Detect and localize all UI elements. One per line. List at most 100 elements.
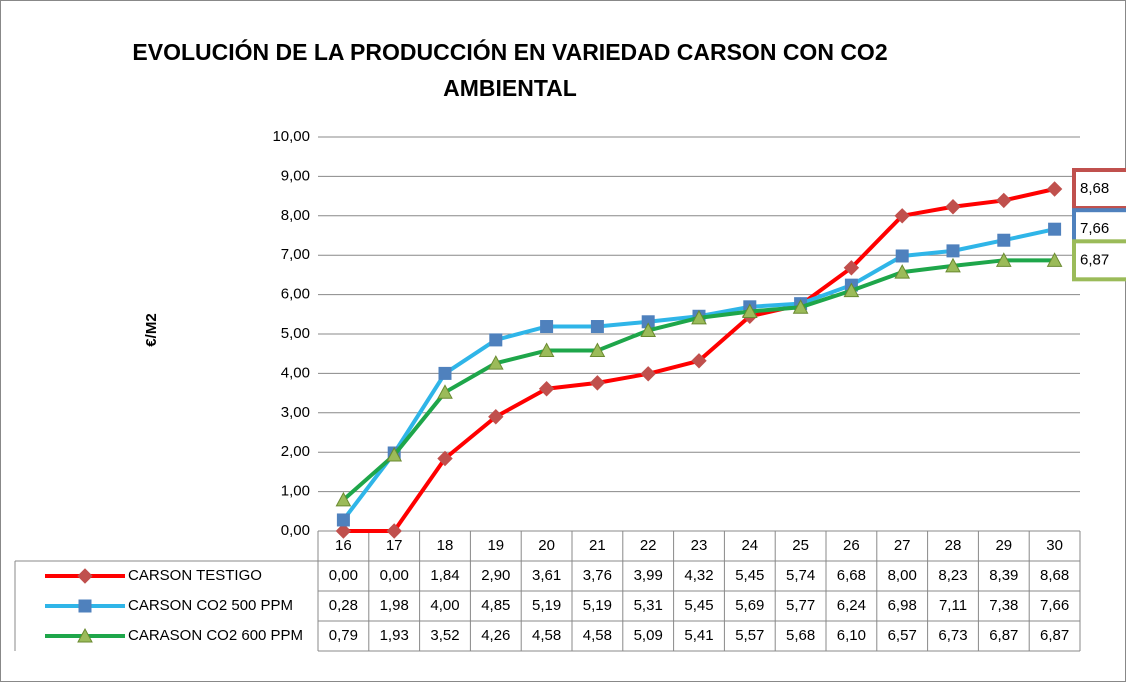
table-value: 6,57 xyxy=(888,627,917,644)
table-value: 4,00 xyxy=(430,597,459,614)
y-tick-label: 5,00 xyxy=(281,325,310,342)
y-tick-label: 9,00 xyxy=(281,167,310,184)
table-value: 3,52 xyxy=(430,627,459,644)
table-value: 8,68 xyxy=(1040,567,1069,584)
end-label: 6,87 xyxy=(1080,251,1109,268)
table-value: 0,00 xyxy=(329,567,358,584)
y-axis-label: €/M2 xyxy=(143,313,160,346)
marker xyxy=(946,244,960,258)
x-tick-label: 16 xyxy=(335,537,352,554)
marker xyxy=(77,627,93,643)
table-value: 4,26 xyxy=(481,627,510,644)
table-value: 7,11 xyxy=(939,597,967,614)
x-tick-label: 19 xyxy=(487,537,504,554)
marker xyxy=(78,599,92,613)
marker xyxy=(77,568,93,584)
table-value: 5,74 xyxy=(786,567,815,584)
x-tick-label: 23 xyxy=(691,537,708,554)
table-value: 8,23 xyxy=(938,567,967,584)
marker xyxy=(538,381,555,397)
marker xyxy=(894,208,910,224)
y-tick-label: 2,00 xyxy=(281,443,310,460)
x-tick-label: 20 xyxy=(538,537,555,554)
table-value: 2,90 xyxy=(481,567,510,584)
marker xyxy=(386,523,402,539)
table-value: 6,98 xyxy=(888,597,917,614)
table-value: 6,87 xyxy=(989,627,1018,644)
table-value: 0,28 xyxy=(329,597,358,614)
y-tick-label: 4,00 xyxy=(281,364,310,381)
x-tick-label: 21 xyxy=(589,537,606,554)
table-value: 5,45 xyxy=(684,597,713,614)
table-value: 4,58 xyxy=(532,627,561,644)
table-value: 6,73 xyxy=(938,627,967,644)
legend-label: CARASON CO2 600 PPM xyxy=(128,627,303,644)
marker xyxy=(335,491,352,507)
table-value: 5,19 xyxy=(532,597,561,614)
table-value: 5,69 xyxy=(735,597,764,614)
marker xyxy=(386,446,403,462)
marker xyxy=(843,282,860,298)
marker xyxy=(336,513,350,527)
table-value: 3,76 xyxy=(583,567,612,584)
marker xyxy=(691,309,707,325)
marker xyxy=(1046,252,1063,267)
table-value: 0,00 xyxy=(380,567,409,584)
table-value: 6,68 xyxy=(837,567,866,584)
x-tick-label: 24 xyxy=(741,537,758,554)
legend-label: CARSON CO2 500 PPM xyxy=(128,597,293,614)
table-value: 4,58 xyxy=(583,627,612,644)
marker xyxy=(997,233,1011,247)
table-value: 1,98 xyxy=(380,597,409,614)
table-value: 5,41 xyxy=(684,627,713,644)
x-tick-label: 18 xyxy=(437,537,454,554)
marker xyxy=(1048,222,1062,236)
table-value: 5,31 xyxy=(634,597,663,614)
table-value: 4,32 xyxy=(684,567,713,584)
marker xyxy=(540,320,554,334)
y-tick-label: 8,00 xyxy=(281,207,310,224)
marker xyxy=(895,249,909,263)
legend-label: CARSON TESTIGO xyxy=(128,567,262,584)
marker xyxy=(590,320,604,334)
marker xyxy=(691,353,707,369)
marker xyxy=(488,409,504,425)
end-label-box xyxy=(1072,239,1126,282)
end-label: 8,68 xyxy=(1080,180,1109,197)
end-label: 7,66 xyxy=(1080,220,1109,237)
x-tick-label: 29 xyxy=(995,537,1012,554)
marker xyxy=(843,260,860,276)
y-tick-label: 10,00 xyxy=(272,128,310,145)
table-value: 8,00 xyxy=(888,567,917,584)
table-value: 3,61 xyxy=(532,567,561,584)
table-value: 7,66 xyxy=(1040,597,1069,614)
marker xyxy=(792,299,809,314)
table-value: 1,93 xyxy=(380,627,409,644)
table-value: 5,68 xyxy=(786,627,815,644)
marker xyxy=(437,450,453,467)
x-tick-label: 22 xyxy=(640,537,657,554)
marker xyxy=(489,333,503,347)
marker xyxy=(589,375,606,391)
y-tick-label: 3,00 xyxy=(281,404,310,421)
marker xyxy=(996,192,1012,209)
table-value: 6,87 xyxy=(1040,627,1069,644)
marker xyxy=(438,366,452,380)
marker xyxy=(945,257,961,273)
x-tick-label: 25 xyxy=(792,537,809,554)
marker xyxy=(437,384,453,399)
marker xyxy=(741,303,758,319)
marker xyxy=(995,252,1012,267)
table-value: 5,45 xyxy=(735,567,764,584)
x-tick-label: 17 xyxy=(386,537,403,554)
marker xyxy=(945,199,961,215)
table-value: 8,39 xyxy=(989,567,1018,584)
x-tick-label: 26 xyxy=(843,537,860,554)
marker xyxy=(1046,181,1063,197)
table-value: 3,99 xyxy=(634,567,663,584)
marker xyxy=(487,355,504,370)
y-tick-label: 7,00 xyxy=(281,246,310,263)
